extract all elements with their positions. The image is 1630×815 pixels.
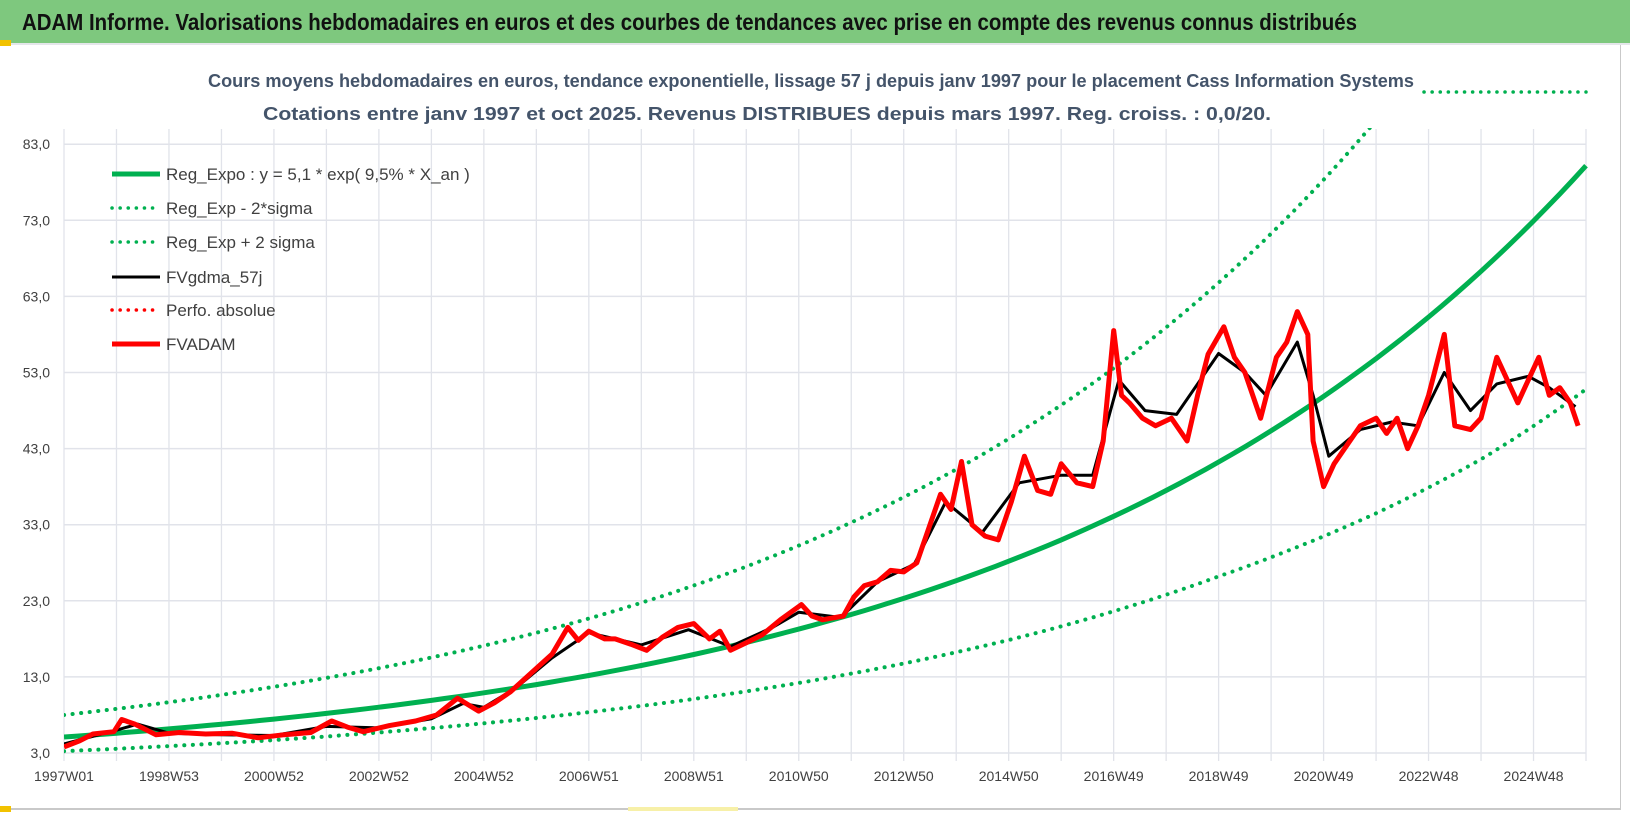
page-title: ADAM Informe. Valorisations hebdomadaire… xyxy=(22,9,1357,35)
selection-handle[interactable] xyxy=(0,806,11,812)
moving-average-line xyxy=(64,340,1577,746)
x-axis: 1997W01 1998W53 2000W52 2002W52 2004W52 2006W… xyxy=(34,768,1564,784)
series-group xyxy=(64,128,1588,754)
upper-band-line xyxy=(64,128,1373,717)
chart-title: Cours moyens hebdomadaires en euros, ten… xyxy=(208,71,1414,91)
y-tick-label: 43,0 xyxy=(23,441,50,457)
legend-label: Reg_Exp - 2*sigma xyxy=(166,199,313,218)
x-tick-label: 2018W49 xyxy=(1189,768,1249,784)
chart-subtitle: Cotations entre janv 1997 et oct 2025. R… xyxy=(263,104,1271,124)
legend: Reg_Expo : y = 5,1 * exp( 9,5% * X_an ) R… xyxy=(110,165,470,354)
x-tick-label: 2006W51 xyxy=(559,768,619,784)
x-tick-label: 2010W50 xyxy=(769,768,829,784)
y-tick-label: 53,0 xyxy=(23,365,50,381)
x-tick-label: 1998W53 xyxy=(139,768,199,784)
title-bar xyxy=(0,0,1630,45)
reg-expo-line xyxy=(64,164,1588,740)
x-tick-label: 2020W49 xyxy=(1294,768,1354,784)
x-tick-label: 2012W50 xyxy=(874,768,934,784)
y-tick-label: 33,0 xyxy=(23,517,50,533)
fvadam-price-line xyxy=(64,309,1581,750)
x-tick-label: 2008W51 xyxy=(664,768,724,784)
x-tick-label: 2000W52 xyxy=(244,768,304,784)
x-tick-label: 2024W48 xyxy=(1504,768,1564,784)
x-tick-label: 2016W49 xyxy=(1084,768,1144,784)
y-tick-label: 3,0 xyxy=(31,745,51,761)
y-tick-label: 73,0 xyxy=(23,212,50,228)
y-axis: 3,0 13,0 23,0 33,0 43,0 53,0 63,0 73,0 83,0 xyxy=(23,136,50,761)
legend-label: Reg_Expo : y = 5,1 * exp( 9,5% * X_an ) xyxy=(166,165,470,184)
x-tick-label: 1997W01 xyxy=(34,768,94,784)
gridlines xyxy=(63,128,1587,761)
legend-label: FVgdma_57j xyxy=(166,268,262,287)
legend-label: Perfo. absolue xyxy=(166,301,276,320)
x-tick-label: 2002W52 xyxy=(349,768,409,784)
y-tick-label: 13,0 xyxy=(23,669,50,685)
chart-area[interactable] xyxy=(0,45,1621,810)
selection-handle[interactable] xyxy=(0,40,11,46)
x-tick-label: 2004W52 xyxy=(454,768,514,784)
legend-label: Reg_Exp + 2 sigma xyxy=(166,233,315,252)
selection-handle[interactable] xyxy=(628,807,738,811)
x-tick-label: 2022W48 xyxy=(1399,768,1459,784)
y-tick-label: 23,0 xyxy=(23,593,50,609)
lower-band-line xyxy=(64,387,1588,754)
y-tick-label: 83,0 xyxy=(23,136,50,152)
y-tick-label: 63,0 xyxy=(23,288,50,304)
legend-label: FVADAM xyxy=(166,335,236,354)
x-tick-label: 2014W50 xyxy=(979,768,1039,784)
